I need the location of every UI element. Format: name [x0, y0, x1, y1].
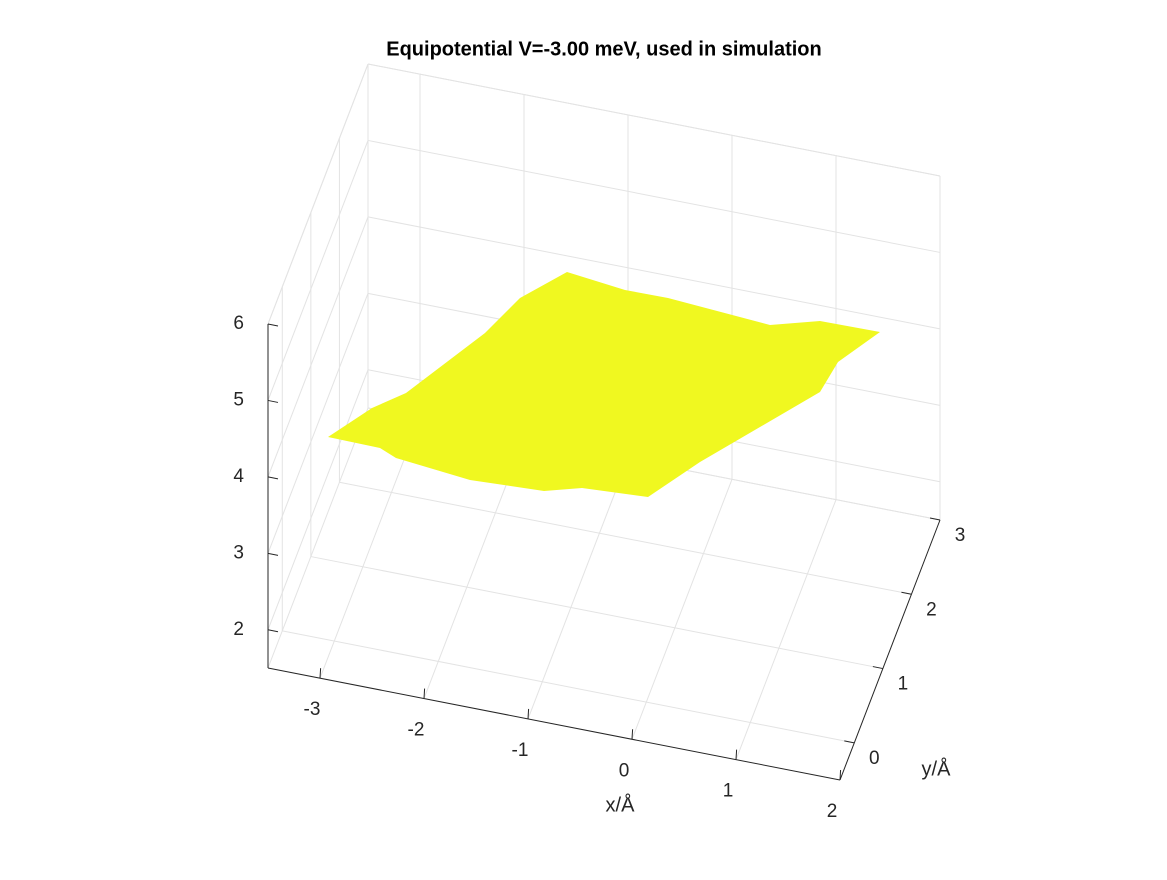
grid-line — [282, 630, 855, 744]
grid-line — [267, 216, 369, 478]
tick-mark — [527, 708, 530, 719]
grid-line — [367, 63, 941, 177]
tick-mark — [631, 729, 634, 740]
grid-line — [267, 369, 369, 630]
y-tick-label: 0 — [869, 748, 880, 769]
tick-mark — [901, 591, 912, 595]
grid-line — [267, 293, 369, 554]
grid-line — [339, 481, 912, 595]
x-tick-label: -2 — [408, 720, 425, 741]
grid-line — [310, 556, 883, 670]
grid-line — [319, 418, 421, 679]
tick-mark — [839, 769, 842, 781]
tick-mark — [267, 323, 279, 327]
z-tick-label: 3 — [233, 542, 244, 563]
tick-mark — [844, 740, 855, 744]
x-tick-label: 0 — [619, 760, 630, 781]
grid-line — [267, 140, 369, 401]
z-tick-label: 6 — [233, 313, 244, 334]
x-tick-label: -3 — [304, 699, 321, 720]
grid-line — [267, 63, 369, 325]
z-tick-label: 4 — [233, 466, 244, 487]
x-tick-label: 2 — [827, 801, 838, 822]
tick-mark — [267, 399, 279, 403]
tick-mark — [319, 668, 322, 679]
y-tick-label: 1 — [898, 674, 909, 695]
grid-line — [367, 139, 941, 253]
grid-line — [367, 216, 941, 330]
tick-mark — [267, 476, 279, 480]
x-tick-label: -1 — [512, 740, 529, 761]
chart-title: Equipotential V=-3.00 meV, used in simul… — [386, 38, 821, 60]
x-axis-label: x/Å — [606, 793, 636, 816]
tick-mark — [872, 666, 883, 670]
grid-line — [267, 407, 369, 669]
y-axis-label: y/Å — [922, 757, 952, 780]
z-tick-label: 5 — [233, 389, 244, 410]
surface — [328, 272, 880, 497]
x-axis — [267, 667, 841, 781]
tick-mark — [267, 629, 279, 633]
tick-mark — [423, 688, 426, 699]
y-tick-label: 3 — [955, 525, 966, 546]
z-tick-label: 2 — [233, 619, 244, 640]
grid-line — [527, 458, 629, 720]
y-tick-label: 2 — [926, 599, 937, 620]
grid-line — [735, 499, 837, 760]
x-tick-label: 1 — [723, 781, 734, 802]
tick-mark — [267, 552, 279, 556]
tick-mark — [735, 749, 738, 760]
y-axis — [839, 519, 941, 781]
tick-mark — [929, 517, 941, 521]
grid-line — [631, 479, 733, 740]
